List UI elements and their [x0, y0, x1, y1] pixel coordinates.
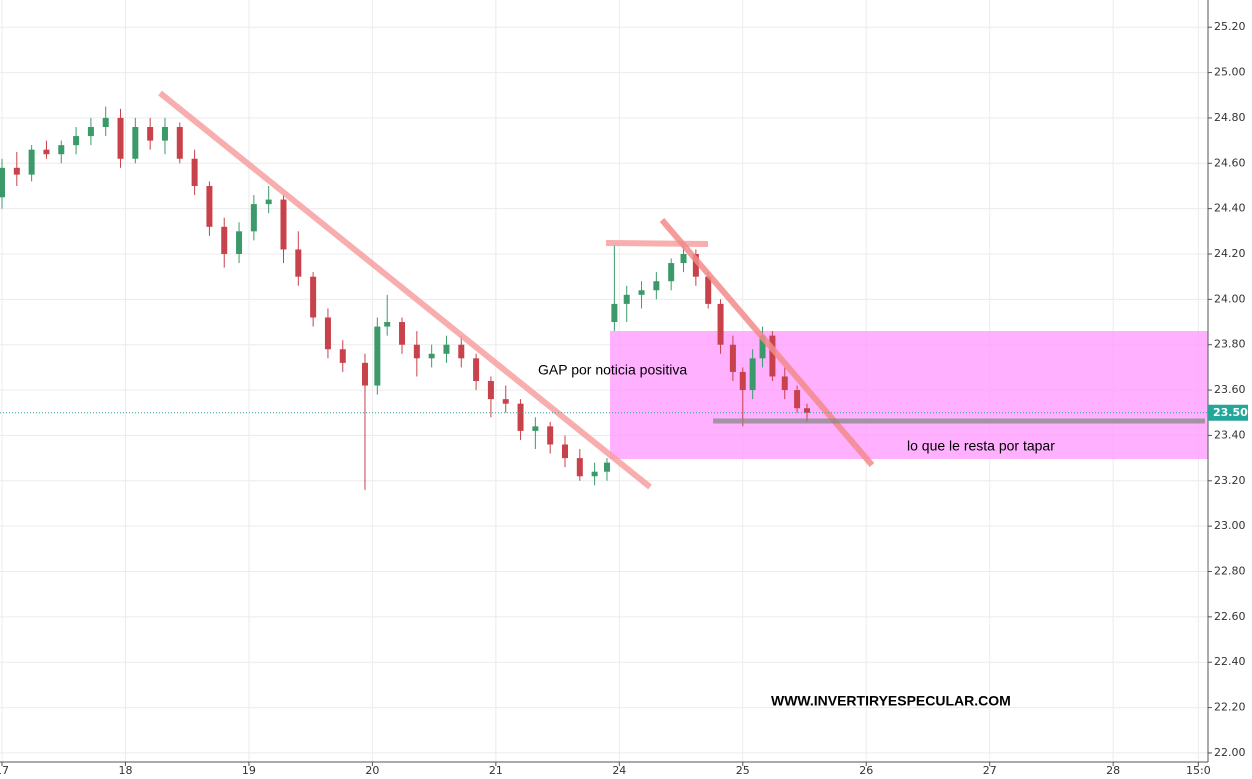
candle-body: [161, 127, 168, 141]
candle-body: [43, 149, 50, 155]
watermark: WWW.INVERTIRYESPECULAR.COM: [771, 693, 1011, 709]
annotation: GAP por noticia positiva: [538, 362, 687, 378]
y-tick-label: 22.40: [1214, 655, 1246, 668]
candle-body: [487, 381, 494, 400]
candle-body: [221, 226, 228, 254]
candle-body: [717, 303, 724, 345]
candle-body: [547, 426, 554, 445]
candle-body: [473, 358, 480, 381]
x-tick-label: 17: [0, 764, 9, 777]
candle-body: [191, 158, 198, 186]
y-tick-label: 24.60: [1214, 156, 1246, 169]
trendline: [659, 218, 875, 467]
candle-body: [374, 326, 381, 386]
candle-body: [653, 281, 660, 291]
x-tick-label: 28: [1106, 764, 1120, 777]
candle-body: [132, 127, 139, 159]
candle-body: [295, 249, 302, 277]
resistance-line: [605, 240, 709, 247]
candle-body: [680, 254, 687, 264]
trendline: [158, 90, 652, 490]
candle-body: [794, 390, 801, 409]
candle-body: [87, 127, 94, 137]
x-tick-label: 19: [242, 764, 256, 777]
candle-body: [236, 231, 243, 254]
x-tick-label: 27: [983, 764, 997, 777]
y-tick-label: 24.00: [1214, 292, 1246, 305]
candle-body: [0, 167, 5, 198]
candle-body: [117, 117, 124, 159]
y-tick-label: 23.60: [1214, 383, 1246, 396]
x-tick-label: 24: [612, 764, 626, 777]
candle-body: [603, 462, 610, 472]
candle-body: [399, 322, 406, 345]
candle-body: [759, 335, 766, 359]
y-tick-label: 24.20: [1214, 247, 1246, 260]
candle-body: [749, 358, 756, 391]
y-tick-label: 23.20: [1214, 474, 1246, 487]
y-tick-label: 24.80: [1214, 111, 1246, 124]
candle-body: [803, 408, 810, 413]
drawings: GAP por noticia positiva lo que le resta…: [158, 90, 1205, 709]
y-tick-label: 22.00: [1214, 746, 1246, 759]
candle-body: [176, 127, 183, 159]
candle-body: [58, 145, 65, 155]
candle-body: [739, 371, 746, 391]
x-tick-label: 26: [859, 764, 873, 777]
x-tick-label: 15:0: [1186, 764, 1211, 777]
x-tick-label: 21: [489, 764, 503, 777]
y-tick-label: 23.80: [1214, 338, 1246, 351]
x-tick-label: 18: [118, 764, 132, 777]
candle-body: [428, 353, 435, 359]
candle-body: [206, 185, 213, 227]
candle-body: [638, 290, 645, 295]
last-price-label: 23.50: [1213, 406, 1248, 419]
candle-body: [705, 276, 712, 304]
candle-body: [443, 344, 450, 354]
y-tick-label: 24.40: [1214, 202, 1246, 215]
candle-body: [692, 254, 699, 277]
candle-body: [102, 117, 109, 127]
y-tick-label: 25.20: [1214, 20, 1246, 33]
candle-body: [250, 204, 257, 232]
candle-body: [73, 136, 80, 146]
candle-body: [561, 444, 568, 459]
candle-body: [13, 167, 20, 175]
candle-body: [310, 276, 317, 318]
y-tick-label: 22.20: [1214, 701, 1246, 714]
candle-body: [28, 149, 35, 175]
candle-body: [532, 426, 539, 431]
candle-body: [668, 263, 675, 282]
candle-body: [729, 344, 736, 372]
y-tick-label: 22.60: [1214, 610, 1246, 623]
y-tick-label: 23.00: [1214, 519, 1246, 532]
candle-body: [502, 399, 509, 404]
candle-body: [339, 349, 346, 363]
candle-body: [611, 303, 618, 323]
last-price-tag: [1208, 404, 1248, 421]
candle-body: [576, 458, 583, 477]
candle-body: [265, 199, 272, 205]
candle-body: [361, 362, 368, 386]
candle-body: [517, 403, 524, 431]
candle-body: [413, 344, 420, 359]
x-tick-label: 20: [365, 764, 379, 777]
annotation: lo que le resta por tapar: [907, 438, 1055, 454]
candle-body: [324, 317, 331, 350]
candle-body: [280, 199, 287, 250]
candle-body: [769, 335, 776, 377]
gap-zone: [610, 331, 1208, 459]
y-tick-label: 25.00: [1214, 66, 1246, 79]
candle-body: [147, 127, 154, 141]
candle-body: [623, 294, 630, 304]
y-tick-label: 22.80: [1214, 565, 1246, 578]
candle-body: [781, 376, 788, 391]
y-tick-label: 23.40: [1214, 428, 1246, 441]
x-tick-label: 25: [736, 764, 750, 777]
candle-body: [458, 344, 465, 359]
candle-body: [591, 471, 598, 477]
candle-body: [384, 322, 391, 327]
